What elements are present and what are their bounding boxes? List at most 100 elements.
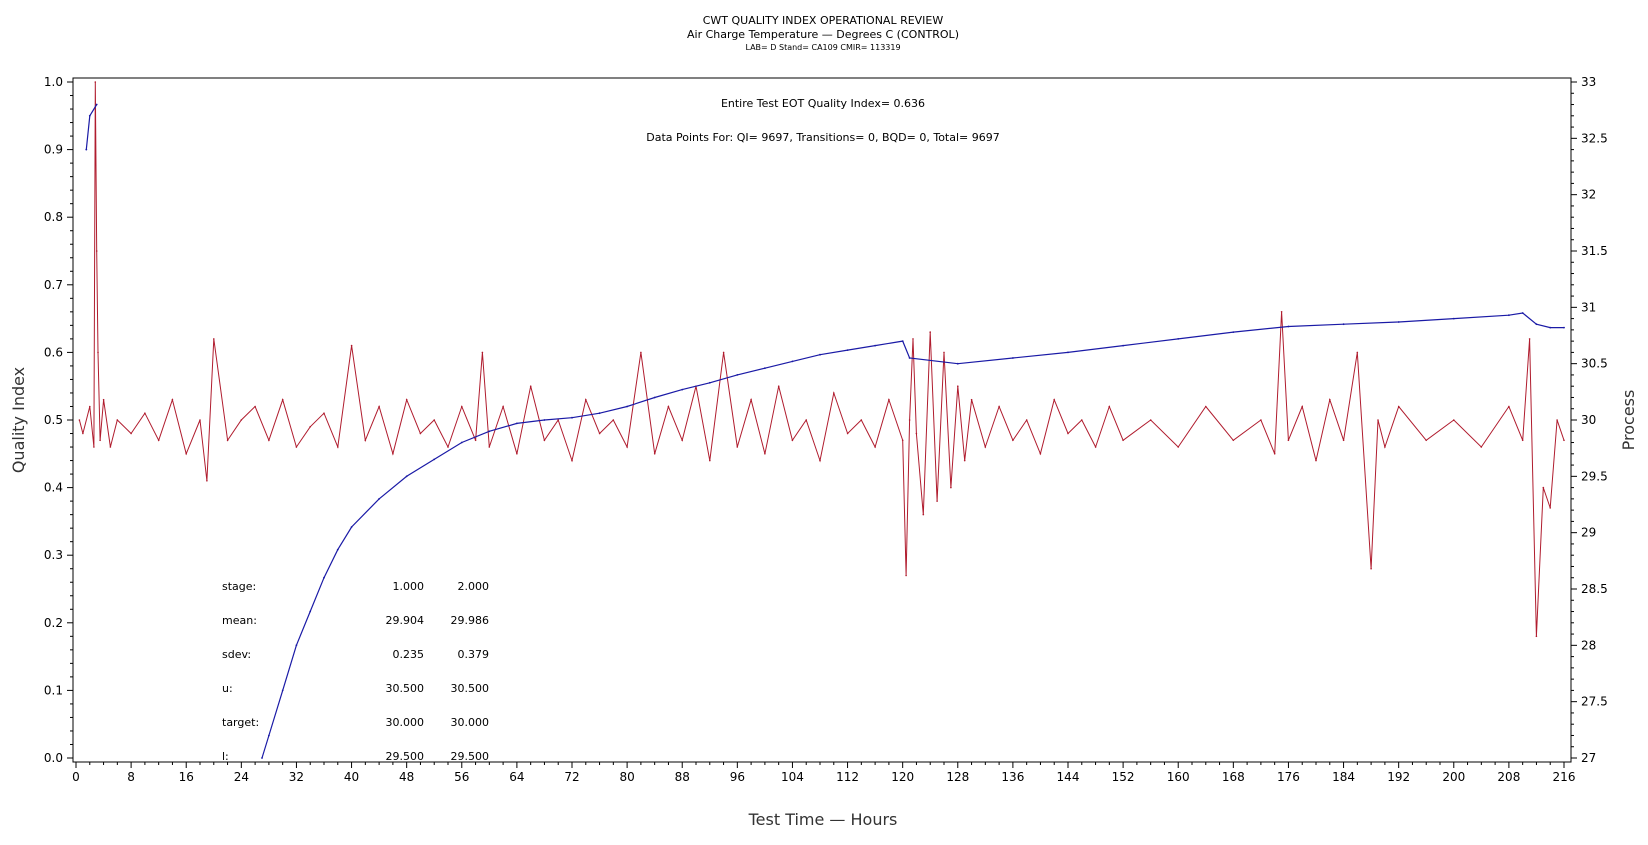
- x-tick-label: 168: [1222, 770, 1245, 784]
- quality-index-point: [199, 419, 201, 421]
- process-point: [1508, 314, 1510, 317]
- process-point: [626, 405, 628, 408]
- quality-index-point: [1384, 446, 1386, 448]
- quality-index-point: [598, 432, 601, 435]
- stats-value-stage1: 29.500: [386, 750, 425, 763]
- quality-index-point: [1012, 439, 1014, 442]
- quality-index-point: [419, 432, 422, 435]
- y2-tick-label: 30.5: [1581, 357, 1608, 371]
- quality-index-point: [908, 419, 911, 421]
- quality-index-point: [94, 81, 97, 83]
- stats-value-stage2: 30.500: [451, 682, 490, 695]
- y-tick-label: 0.0: [44, 751, 63, 765]
- y2-tick-label: 29: [1581, 526, 1596, 540]
- quality-index-point: [226, 439, 229, 442]
- quality-index-point: [309, 426, 312, 428]
- x-axis-label: Test Time — Hours: [748, 810, 898, 829]
- y-tick-label: 0.3: [44, 548, 63, 562]
- y-tick-label: 0.9: [44, 143, 63, 157]
- x-tick-label: 160: [1167, 770, 1190, 784]
- quality-index-point: [405, 398, 408, 401]
- quality-index-point: [185, 453, 187, 455]
- quality-index-point: [529, 385, 532, 388]
- quality-index-line: [78, 81, 1565, 637]
- quality-index-point: [1329, 398, 1331, 401]
- process-point: [281, 689, 284, 692]
- quality-index-point: [612, 419, 615, 421]
- quality-index-point: [1342, 439, 1345, 442]
- process-point: [1521, 312, 1524, 314]
- quality-index-point: [337, 446, 339, 448]
- quality-index-point: [1273, 453, 1276, 455]
- chart-caption: LAB= D Stand= CA109 CMIR= 113319: [745, 43, 900, 52]
- stats-label: stage:: [222, 580, 256, 593]
- quality-index-point: [998, 405, 1000, 408]
- process-point: [764, 367, 766, 370]
- quality-index-point: [736, 446, 739, 448]
- quality-index-point: [957, 385, 959, 388]
- y-tick-label: 0.4: [44, 481, 63, 495]
- quality-index-point: [1232, 439, 1235, 442]
- quality-index-point: [1556, 419, 1558, 421]
- x-tick-label: 128: [946, 770, 969, 784]
- process-point: [1452, 317, 1455, 320]
- quality-index-point: [1480, 446, 1483, 448]
- quality-index-point: [667, 405, 670, 408]
- quality-index-point: [1177, 446, 1179, 448]
- stats-label: l:: [222, 750, 229, 763]
- process-point: [1232, 331, 1235, 333]
- y2-tick-label: 29.5: [1581, 469, 1608, 483]
- quality-index-point: [157, 439, 160, 442]
- quality-index-point: [481, 351, 484, 354]
- process-point: [1122, 344, 1124, 347]
- quality-index-point: [936, 500, 938, 502]
- process-point: [1535, 323, 1538, 326]
- y-tick-label: 0.5: [44, 413, 63, 427]
- quality-index-point: [557, 419, 559, 421]
- quality-index-point: [543, 439, 546, 442]
- quality-index-point: [1025, 419, 1028, 421]
- stats-value-stage2: 2.000: [458, 580, 490, 593]
- process-point: [819, 353, 821, 356]
- quality-index-point: [502, 405, 504, 408]
- process-point: [543, 419, 546, 421]
- stats-value-stage2: 29.986: [451, 614, 490, 627]
- quality-index-point: [461, 405, 463, 408]
- quality-index-point: [1377, 419, 1379, 421]
- quality-index-point: [1039, 453, 1042, 455]
- process-point: [736, 374, 739, 376]
- x-tick-label: 32: [289, 770, 304, 784]
- y2-tick-label: 30: [1581, 413, 1596, 427]
- quality-index-point: [1521, 439, 1524, 442]
- process-point: [598, 412, 601, 415]
- x-tick-label: 200: [1442, 770, 1465, 784]
- quality-index-point: [1397, 405, 1400, 408]
- x-tick-label: 192: [1387, 770, 1410, 784]
- data-points-note: Data Points For: QI= 9697, Transitions= …: [646, 131, 1000, 144]
- x-tick-label: 24: [234, 770, 249, 784]
- process-point: [378, 498, 380, 500]
- process-point: [956, 362, 959, 365]
- quality-index-point: [626, 446, 628, 448]
- quality-index-point: [99, 439, 101, 442]
- quality-index-point: [109, 446, 112, 448]
- process-point: [268, 734, 270, 737]
- quality-index-point: [805, 419, 807, 421]
- quality-index-point: [97, 351, 99, 354]
- stats-value-stage1: 1.000: [393, 580, 425, 593]
- process-point: [1012, 357, 1014, 359]
- quality-index-point: [1053, 398, 1055, 401]
- process-point: [95, 103, 98, 106]
- quality-index-point: [943, 351, 945, 354]
- quality-index-point: [905, 574, 907, 577]
- x-tick-label: 176: [1277, 770, 1300, 784]
- quality-index-point: [95, 250, 98, 252]
- stats-value-stage1: 30.500: [386, 682, 425, 695]
- stats-value-stage1: 30.000: [386, 716, 425, 729]
- quality-index-point: [888, 398, 890, 401]
- process-point: [571, 416, 573, 419]
- process-point: [261, 757, 263, 759]
- quality-index-point: [722, 351, 725, 354]
- quality-index-point: [323, 412, 325, 415]
- quality-index-point: [585, 398, 587, 401]
